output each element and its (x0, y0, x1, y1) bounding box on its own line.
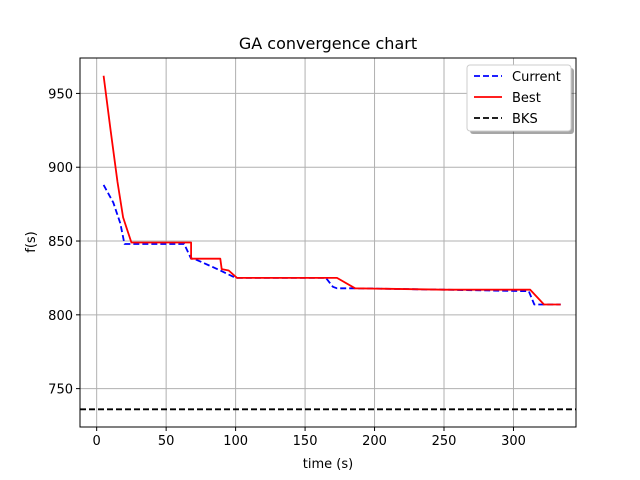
y-tick-label: 900 (48, 161, 73, 176)
legend-label-current: Current (512, 70, 561, 85)
legend-label-bks: BKS (512, 112, 538, 127)
chart-title: GA convergence chart (239, 34, 417, 53)
x-tick-label: 0 (93, 434, 101, 449)
x-tick-label: 100 (223, 434, 248, 449)
series-line-current (102, 184, 561, 306)
y-tick-label: 850 (48, 235, 73, 250)
x-tick-label: 200 (362, 434, 387, 449)
y-axis-label: f(s) (24, 231, 39, 253)
y-tick-label: 950 (48, 87, 73, 102)
y-tick-label: 750 (48, 383, 73, 398)
x-tick-label: 250 (432, 434, 457, 449)
legend-label-best: Best (512, 91, 541, 106)
x-tick-label: 150 (293, 434, 318, 449)
series-lines (80, 75, 576, 411)
series-line-best (102, 75, 561, 306)
y-tick-label: 800 (48, 309, 73, 324)
x-axis-label: time (s) (303, 457, 353, 472)
legend: Current Best BKS (466, 64, 574, 134)
x-tick-label: 300 (501, 434, 526, 449)
axis-ticks: 0 50 100 150 200 250 300 750 800 850 900 950 (48, 87, 526, 449)
x-tick-label: 50 (158, 434, 175, 449)
legend-frame (466, 64, 572, 132)
plot-frame (79, 57, 577, 428)
